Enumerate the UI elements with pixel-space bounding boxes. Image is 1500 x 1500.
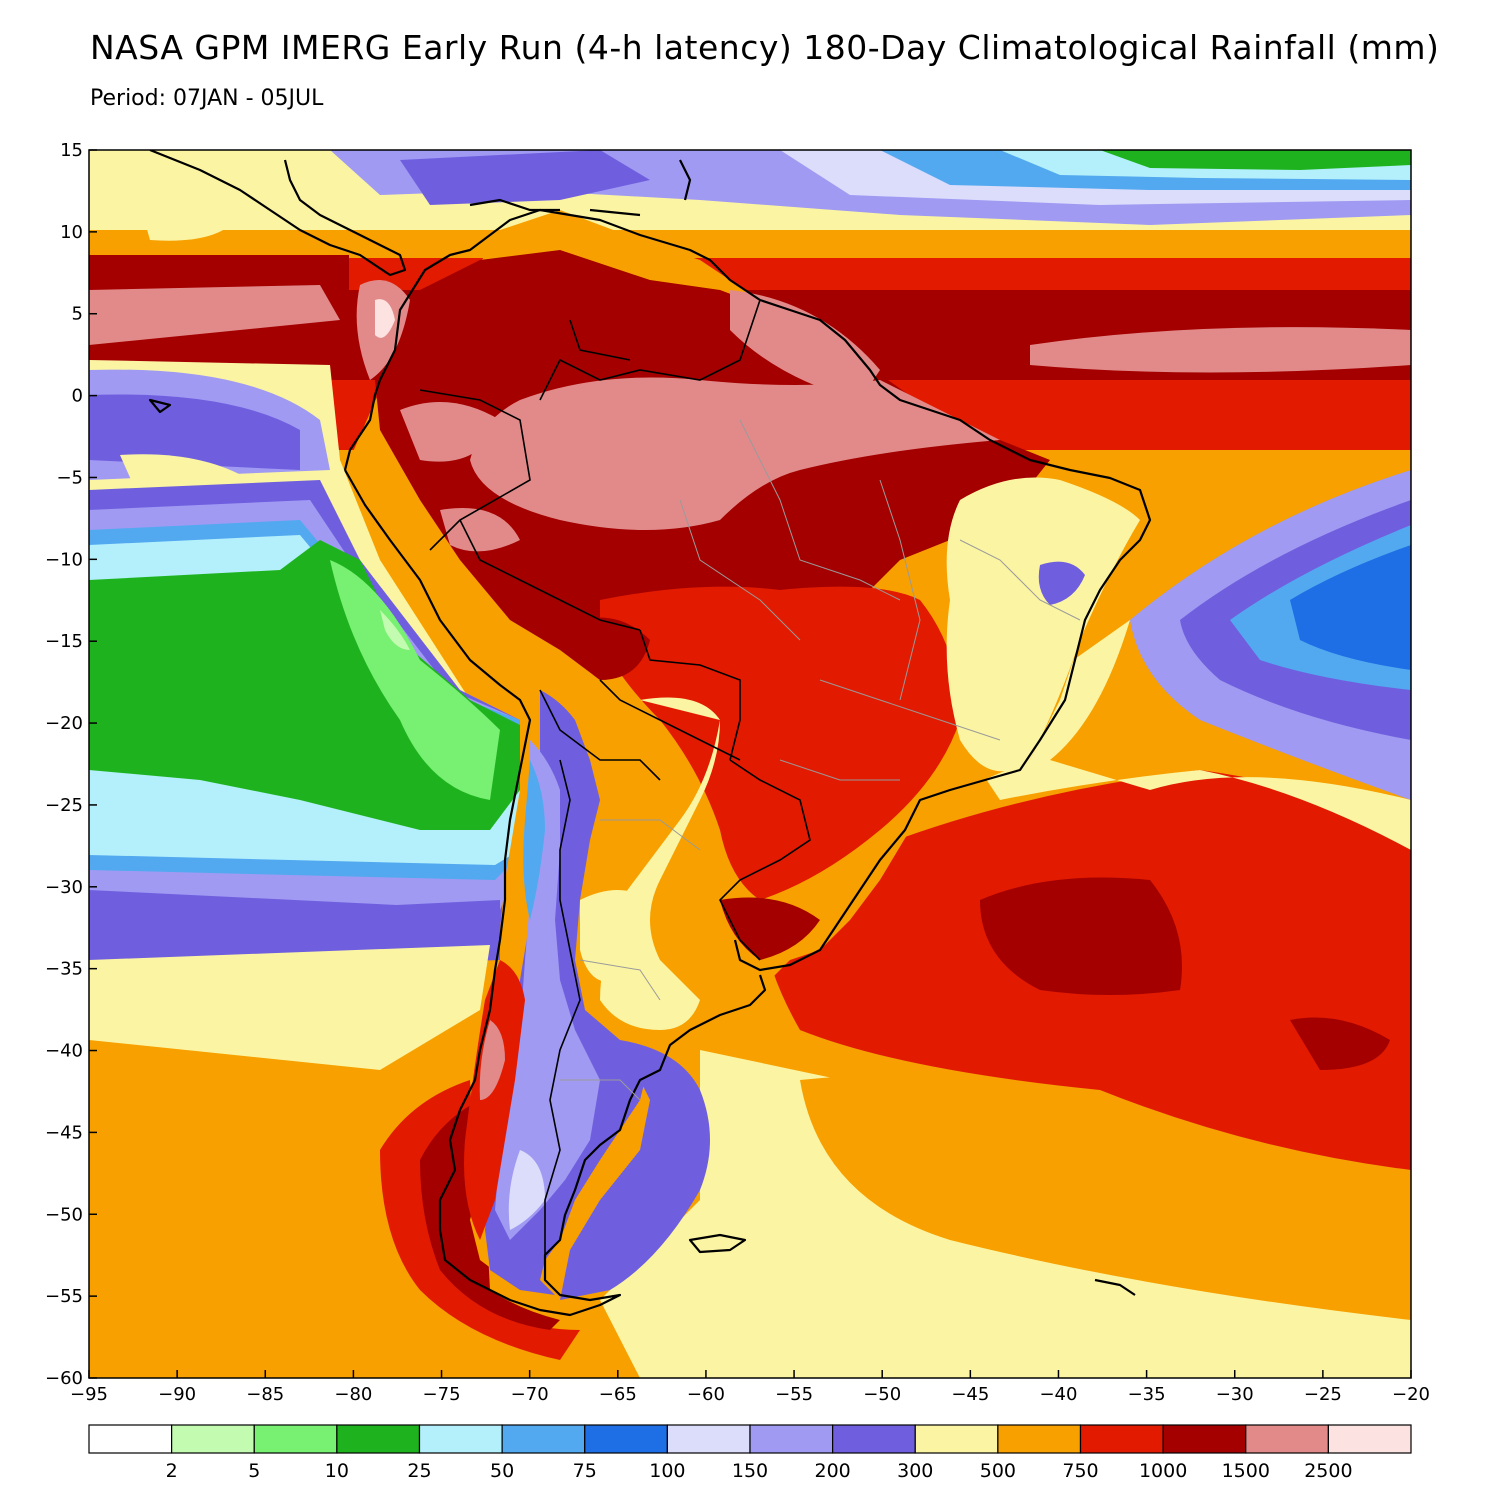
y-tick-label: −5 bbox=[56, 467, 83, 488]
y-tick-label: 10 bbox=[60, 222, 83, 243]
colorbar-swatch bbox=[1245, 1424, 1329, 1454]
colorbar-swatch bbox=[253, 1424, 338, 1454]
colorbar-swatch bbox=[1079, 1424, 1164, 1454]
colorbar-label: 1000 bbox=[1139, 1460, 1187, 1482]
chart-title: NASA GPM IMERG Early Run (4-h latency) 1… bbox=[90, 28, 1440, 67]
y-tick-label: −55 bbox=[45, 1286, 83, 1307]
colorbar-label: 2 bbox=[166, 1460, 178, 1482]
colorbar-swatch bbox=[914, 1424, 999, 1454]
colorbar-label: 200 bbox=[814, 1460, 850, 1482]
state-boundaries bbox=[560, 419, 1081, 1101]
colorbar-label: 150 bbox=[732, 1460, 768, 1482]
x-tick-label: −55 bbox=[775, 1384, 813, 1405]
y-tick-label: −10 bbox=[45, 549, 83, 570]
colorbar-swatch bbox=[584, 1424, 668, 1454]
x-tick-label: −35 bbox=[1128, 1384, 1166, 1405]
colorbar-label: 2500 bbox=[1304, 1460, 1352, 1482]
map-frame bbox=[88, 149, 1412, 1379]
y-tick-label: 5 bbox=[72, 304, 83, 325]
coastlines bbox=[148, 150, 1152, 1317]
colorbar-label: 1500 bbox=[1222, 1460, 1270, 1482]
y-tick-label: 0 bbox=[72, 386, 83, 407]
x-tick-label: −75 bbox=[423, 1384, 461, 1405]
x-tick-label: −80 bbox=[334, 1384, 372, 1405]
colorbar-swatch bbox=[1327, 1424, 1412, 1454]
colorbar-swatch bbox=[336, 1424, 421, 1454]
colorbar-label: 25 bbox=[407, 1460, 431, 1482]
x-tick-label: −30 bbox=[1216, 1384, 1254, 1405]
x-tick-label: −40 bbox=[1039, 1384, 1077, 1405]
colorbar-label: 5 bbox=[248, 1460, 260, 1482]
colorbar-label: 10 bbox=[325, 1460, 349, 1482]
colorbar-label: 50 bbox=[490, 1460, 514, 1482]
colorbar-swatch bbox=[749, 1424, 834, 1454]
colorbar-swatch bbox=[832, 1424, 916, 1454]
colorbar-label: 500 bbox=[980, 1460, 1016, 1482]
colorbar-swatch bbox=[418, 1424, 503, 1454]
y-tick-label: −40 bbox=[45, 1041, 83, 1062]
y-tick-label: −60 bbox=[45, 1368, 83, 1389]
colorbar-swatch bbox=[501, 1424, 586, 1454]
y-tick-label: −45 bbox=[45, 1122, 83, 1143]
chart-subtitle: Period: 07JAN - 05JUL bbox=[90, 86, 324, 111]
x-tick-label: −95 bbox=[70, 1384, 108, 1405]
colorbar-swatch bbox=[1162, 1424, 1247, 1454]
country-borders bbox=[419, 299, 811, 1260]
x-tick-label: −25 bbox=[1304, 1384, 1342, 1405]
y-tick-label: −15 bbox=[45, 631, 83, 652]
rainfall-field bbox=[89, 150, 1411, 1378]
x-tick-label: −70 bbox=[511, 1384, 549, 1405]
colorbar-swatch bbox=[171, 1424, 255, 1454]
colorbar-label: 750 bbox=[1062, 1460, 1098, 1482]
x-tick-label: −45 bbox=[951, 1384, 989, 1405]
y-tick-label: −35 bbox=[45, 959, 83, 980]
y-tick-label: −30 bbox=[45, 877, 83, 898]
y-tick-label: −50 bbox=[45, 1204, 83, 1225]
colorbar-label: 100 bbox=[649, 1460, 685, 1482]
colorbar-swatch bbox=[666, 1424, 751, 1454]
x-tick-label: −50 bbox=[863, 1384, 901, 1405]
y-tick-label: 15 bbox=[60, 140, 83, 161]
colorbar-label: 75 bbox=[573, 1460, 597, 1482]
x-tick-label: −60 bbox=[687, 1384, 725, 1405]
y-axis: 15 10 5 0 −5 −10 −15 −20 −25 −30 −35 −40 −45 −50 −55 −6… bbox=[45, 140, 97, 1389]
colorbar: 2 5 10 25 50 75 100 150 200 300 500 750 1000 1500 2500 bbox=[88, 1424, 1412, 1482]
x-axis: −95 −90 −85 −80 −75 −70 −65 −60 −55 −50 −45 −40 −35 −… bbox=[70, 1370, 1430, 1405]
x-tick-label: −90 bbox=[158, 1384, 196, 1405]
y-tick-label: −20 bbox=[45, 713, 83, 734]
x-tick-label: −85 bbox=[246, 1384, 284, 1405]
colorbar-swatch bbox=[88, 1424, 173, 1454]
colorbar-label: 300 bbox=[897, 1460, 933, 1482]
y-tick-label: −25 bbox=[45, 795, 83, 816]
colorbar-swatch bbox=[997, 1424, 1082, 1454]
x-tick-label: −65 bbox=[599, 1384, 637, 1405]
x-tick-label: −20 bbox=[1392, 1384, 1430, 1405]
